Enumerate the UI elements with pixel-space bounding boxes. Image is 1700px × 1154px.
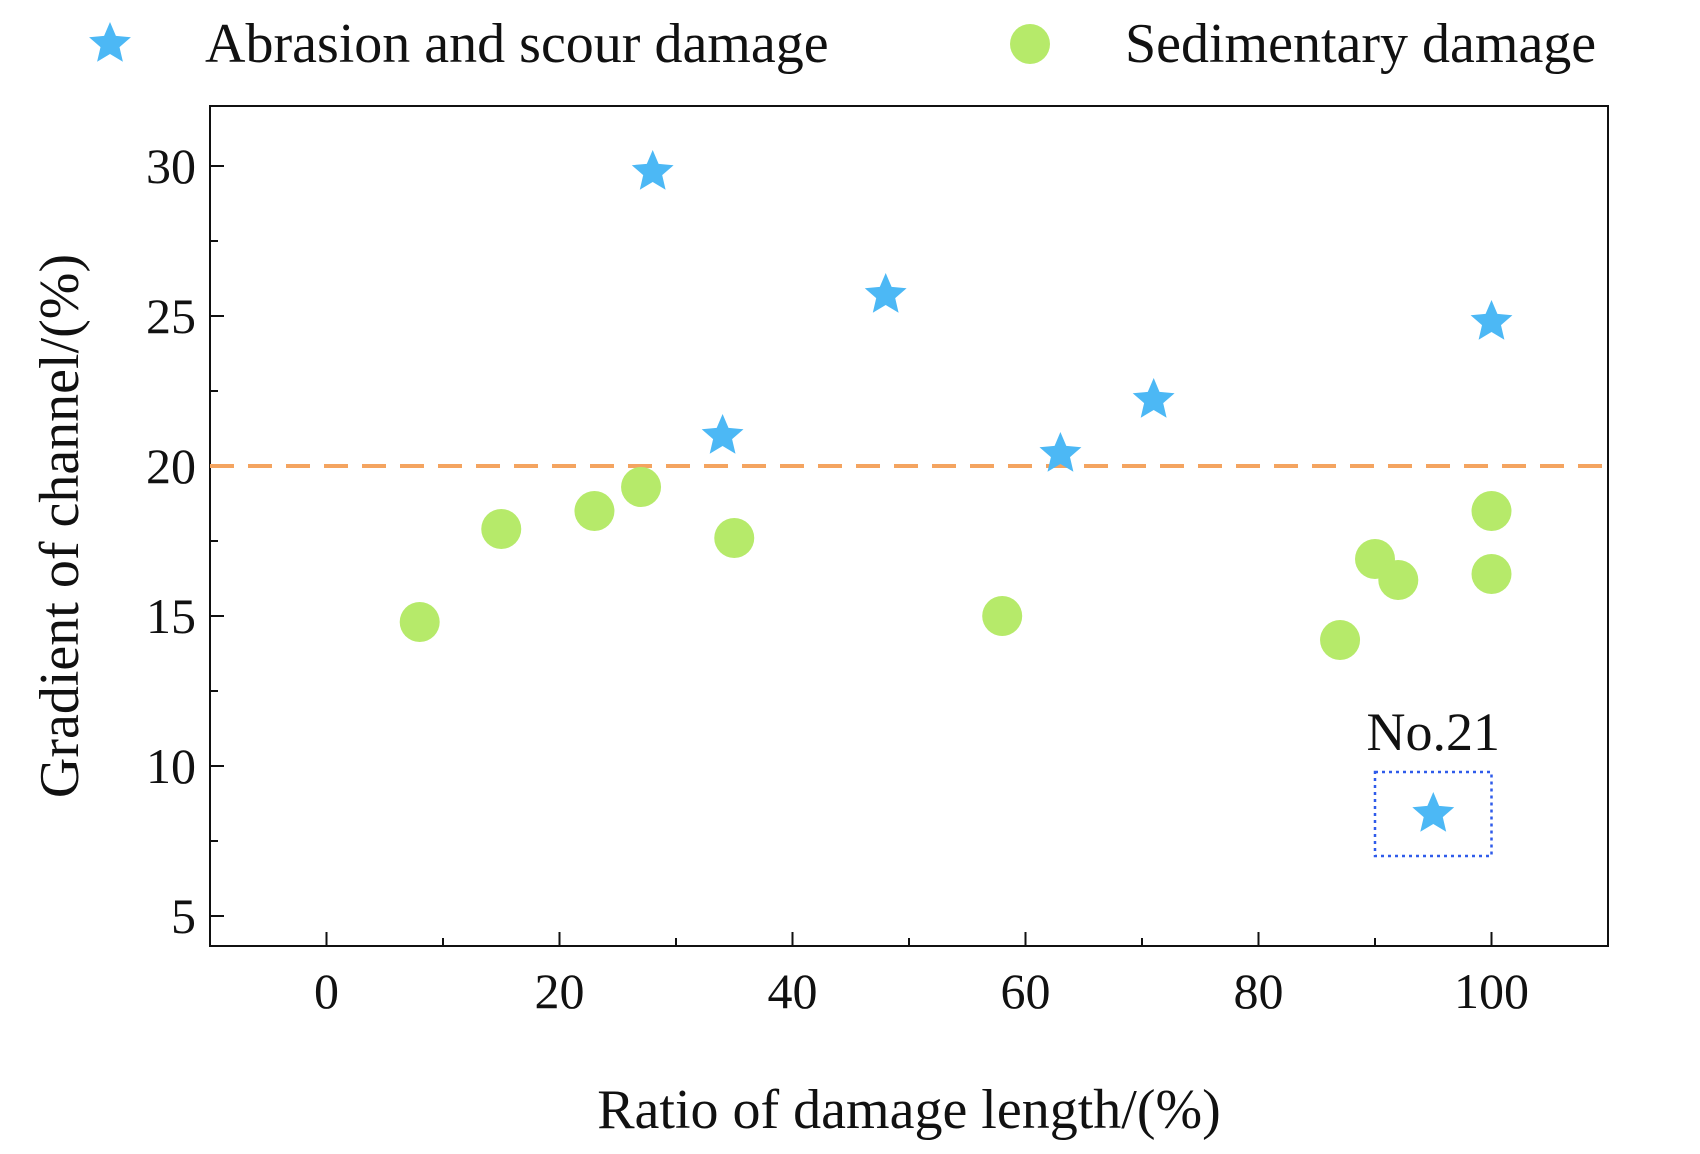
sedimentary-point	[714, 518, 755, 558]
sedimentary-point	[982, 596, 1023, 636]
x-axis: 0 20 40 60 80 100	[209, 932, 1609, 1019]
abrasion-point	[701, 414, 744, 454]
x-tick-label: 20	[535, 963, 585, 1019]
legend: Abrasion and scour damage Sedimentary da…	[89, 13, 1596, 75]
sedimentary-point	[399, 602, 440, 642]
x-tick-label: 80	[1234, 963, 1284, 1019]
abrasion-point	[864, 273, 907, 313]
y-axis: 5 10 15 20 25 30	[146, 138, 224, 944]
sedimentary-point	[481, 509, 522, 549]
legend-marker-sedimentary	[1010, 24, 1050, 64]
sedimentary-point	[621, 467, 662, 507]
y-tick-label: 20	[146, 438, 196, 494]
abrasion-point	[1470, 300, 1513, 340]
y-tick-label: 25	[146, 288, 196, 344]
data-points	[399, 150, 1513, 832]
x-axis-title: Ratio of damage length/(%)	[597, 1079, 1221, 1141]
sedimentary-point	[1471, 491, 1512, 531]
legend-label-sedimentary: Sedimentary damage	[1125, 13, 1596, 75]
annotation-box	[1373, 770, 1493, 858]
x-tick-label: 40	[768, 963, 818, 1019]
x-tick-label: 60	[1001, 963, 1051, 1019]
abrasion-point	[631, 150, 674, 190]
y-tick-label: 15	[146, 588, 196, 644]
sedimentary-point	[1320, 620, 1361, 660]
x-tick-label: 0	[314, 963, 339, 1019]
plot-frame	[209, 105, 1609, 947]
y-tick-label: 5	[171, 888, 196, 944]
y-tick-label: 30	[146, 138, 196, 194]
abrasion-point	[1412, 792, 1455, 832]
x-tick-label: 100	[1454, 963, 1529, 1019]
abrasion-point	[1132, 378, 1175, 418]
y-tick-label: 10	[146, 738, 196, 794]
legend-marker-abrasion	[89, 22, 131, 62]
sedimentary-point	[1378, 560, 1419, 600]
legend-label-abrasion: Abrasion and scour damage	[205, 13, 829, 75]
sedimentary-point	[574, 491, 615, 531]
annotation-label: No.21	[1367, 702, 1501, 762]
y-axis-title: Gradient of channel/(%)	[29, 254, 91, 798]
abrasion-point	[1039, 432, 1082, 472]
sedimentary-point	[1471, 554, 1512, 594]
